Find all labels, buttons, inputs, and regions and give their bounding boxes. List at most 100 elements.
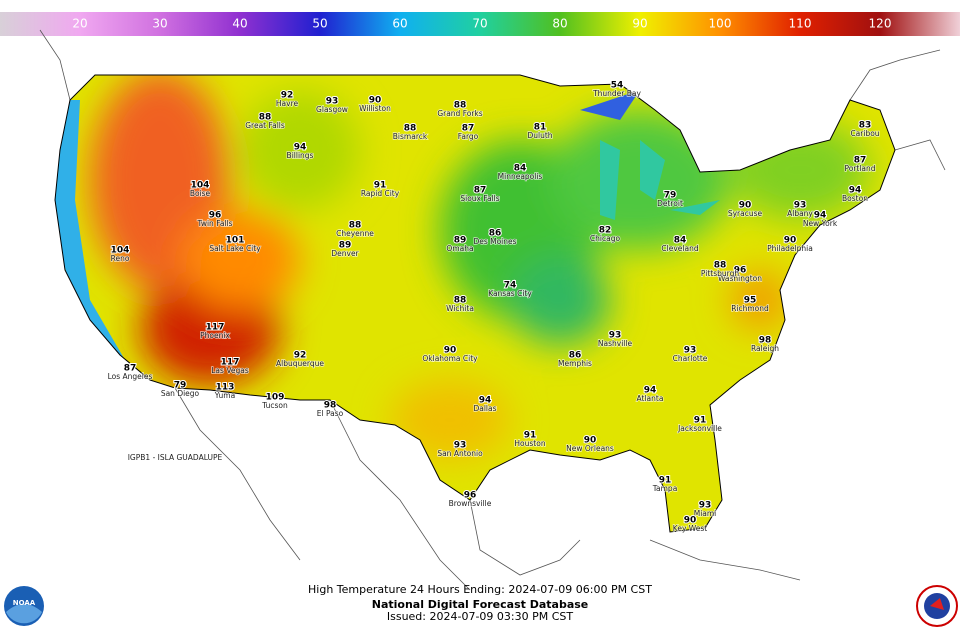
station-name: Boise — [190, 189, 211, 198]
station-temp: 74 — [504, 281, 517, 291]
station-temp: 94 — [849, 186, 862, 196]
station-name: Yuma — [214, 391, 235, 400]
station-temp: 93 — [684, 346, 697, 356]
station-temp: 90 — [784, 236, 797, 246]
station-temp: 94 — [644, 386, 657, 396]
station-temp: 94 — [294, 143, 307, 153]
colorbar-tick-label: 90 — [632, 17, 647, 31]
station-temp: 87 — [124, 364, 137, 374]
colorbar-tick-label: 120 — [869, 17, 892, 31]
station-name: Twin Falls — [197, 219, 233, 228]
station-name: Pittsburgh — [701, 269, 739, 278]
station-name: Tucson — [261, 401, 288, 410]
station-name: Billings — [287, 151, 314, 160]
station-name: Dallas — [473, 404, 496, 413]
colorbar-tick-label: 30 — [152, 17, 167, 31]
station-temp: 94 — [479, 396, 492, 406]
station-name: Denver — [331, 249, 359, 258]
station-name: Salt Lake City — [209, 244, 261, 253]
station-temp: 88 — [349, 221, 362, 231]
station-temp: 96 — [464, 491, 477, 501]
station-name: Grand Forks — [437, 109, 482, 118]
station-name: Houston — [514, 439, 545, 448]
station-name: Cheyenne — [336, 229, 374, 238]
station-name: Great Falls — [245, 121, 285, 130]
station-name: Raleigh — [751, 344, 779, 353]
station-name: Washington — [718, 274, 762, 283]
station-name: New York — [803, 219, 838, 228]
station-temp: 94 — [814, 211, 827, 221]
station-temp: 88 — [454, 101, 467, 111]
station-temp: 117 — [221, 358, 240, 368]
station-name: Havre — [276, 99, 299, 108]
station-temp: 84 — [514, 164, 527, 174]
station-name: Duluth — [527, 131, 552, 140]
offshore-label: IGPB1 - ISLA GUADALUPE — [128, 453, 223, 462]
station-name: Albany — [787, 209, 813, 218]
station-name: Boston — [842, 194, 868, 203]
station-temp: 90 — [739, 201, 752, 211]
station-temp: 91 — [659, 476, 672, 486]
station-name: Cleveland — [661, 244, 698, 253]
station-temp: 90 — [369, 96, 382, 106]
station-name: San Diego — [161, 389, 200, 398]
station-temp: 79 — [174, 381, 187, 391]
colorbar-tick-label: 100 — [709, 17, 732, 31]
station-name: Williston — [359, 104, 391, 113]
logo-text: NOAA — [13, 599, 36, 607]
station-temp: 91 — [694, 416, 707, 426]
station-name: Atlanta — [637, 394, 664, 403]
station-name: Des Moines — [473, 237, 516, 246]
neighbor-outlines — [39, 29, 946, 591]
station-name: Bismarck — [393, 132, 428, 141]
station-name: Albuquerque — [276, 359, 324, 368]
station-temp: 88 — [404, 124, 417, 134]
caption-line: Issued: 2024-07-09 03:30 PM CST — [387, 610, 574, 623]
station-temp: 79 — [664, 191, 677, 201]
station-name: Rapid City — [361, 189, 400, 198]
station-name: Detroit — [657, 199, 683, 208]
caption-title: National Digital Forecast Database — [372, 598, 589, 611]
station-name: Thunder Bay — [592, 89, 641, 98]
station-name: Philadelphia — [767, 244, 813, 253]
station-name: Phoenix — [200, 331, 230, 340]
station-temp: 87 — [462, 124, 475, 134]
station-temp: 92 — [294, 351, 307, 361]
station-temp: 93 — [326, 97, 339, 107]
noaa-logo: NOAA — [4, 586, 44, 626]
station-name: Nashville — [598, 339, 633, 348]
station-temp: 89 — [339, 241, 352, 251]
station-temp: 88 — [259, 113, 272, 123]
station-name: Richmond — [731, 304, 769, 313]
station-name: Kansas City — [488, 289, 532, 298]
station-name: San Antonio — [437, 449, 483, 458]
station-temp: 82 — [599, 226, 612, 236]
station-temp: 113 — [216, 383, 235, 393]
station-temp: 87 — [854, 156, 867, 166]
station-temp: 117 — [206, 323, 225, 333]
station-name: Las Vegas — [211, 366, 249, 375]
station-temp: 86 — [569, 351, 582, 361]
station-name: Sioux Falls — [460, 194, 499, 203]
station-temp: 93 — [699, 501, 712, 511]
station-name: El Paso — [317, 409, 344, 418]
station-temp: 92 — [281, 91, 294, 101]
station-temp: 98 — [759, 336, 772, 346]
station-temp: 90 — [684, 516, 697, 526]
station-temp: 95 — [744, 296, 757, 306]
station-temp: 93 — [794, 201, 807, 211]
station-temp: 90 — [584, 436, 597, 446]
station-temp: 104 — [111, 246, 130, 256]
station-name: Omaha — [446, 244, 473, 253]
station-name: Tampa — [652, 484, 678, 493]
station-temp: 54 — [611, 81, 624, 91]
nws-logo — [916, 585, 958, 627]
station-name: Caribou — [850, 129, 879, 138]
station-name: Jacksonville — [677, 424, 722, 433]
station-name: Reno — [111, 254, 130, 263]
station-temp: 104 — [191, 181, 210, 191]
station-temp: 88 — [454, 296, 467, 306]
station-name: Charlotte — [673, 354, 708, 363]
station-temp: 84 — [674, 236, 687, 246]
station-temp: 87 — [474, 186, 487, 196]
